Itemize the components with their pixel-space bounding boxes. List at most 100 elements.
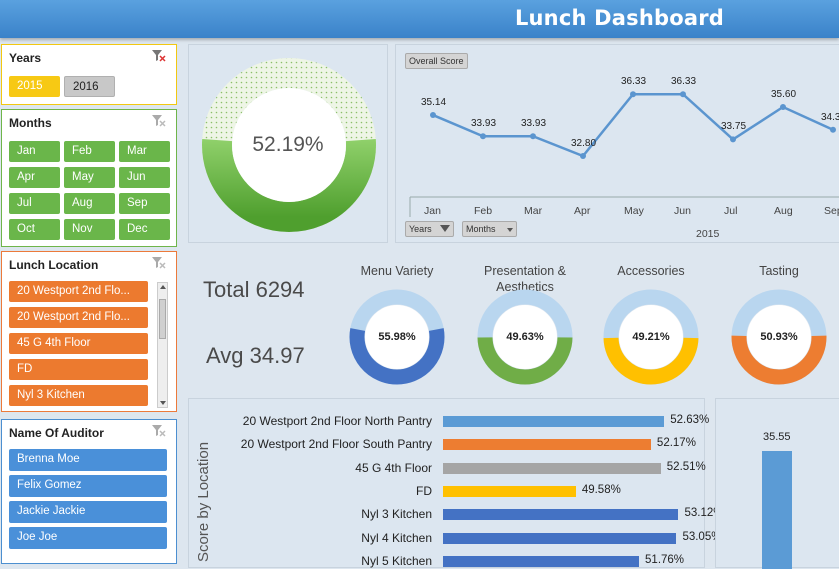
overall-percentage: 52.19% bbox=[252, 133, 324, 156]
months-slicer-header: Months bbox=[2, 110, 176, 134]
dashboard-title: Lunch Dashboard bbox=[514, 6, 724, 30]
month-button-oct[interactable]: Oct bbox=[9, 219, 60, 240]
location-button[interactable]: 20 Westport 2nd Flo... bbox=[9, 281, 148, 302]
line-chart-plot bbox=[409, 91, 839, 217]
category-donut bbox=[603, 289, 699, 385]
clear-filter-icon[interactable] bbox=[152, 50, 166, 62]
clear-filter-icon[interactable] bbox=[152, 115, 166, 127]
data-label: 32.80 bbox=[571, 138, 597, 149]
month-button-aug[interactable]: Aug bbox=[64, 193, 115, 214]
month-button-nov[interactable]: Nov bbox=[64, 219, 115, 240]
data-label: 33.93 bbox=[521, 118, 547, 130]
x-tick-label: Feb bbox=[474, 205, 493, 217]
monthly-score-line-chart: Overall Score Years Months 2015 Jan Feb Ma… bbox=[395, 44, 839, 243]
month-button-jun[interactable]: Jun bbox=[119, 167, 170, 188]
bar-value-label: 53.05% bbox=[682, 530, 722, 543]
data-label: 35.14 bbox=[421, 97, 447, 109]
x-tick-label: Jun bbox=[674, 205, 691, 217]
bar-value-label: 52.17% bbox=[656, 437, 696, 450]
right-bar-value-label: 35.55 bbox=[763, 431, 791, 443]
bar-category-label: Nyl 3 Kitchen bbox=[361, 507, 432, 522]
scroll-up-arrow-icon[interactable] bbox=[160, 285, 166, 289]
bar-category-label: FD bbox=[416, 483, 432, 498]
year-2015-button[interactable]: 2015 bbox=[9, 76, 60, 97]
location-button[interactable]: 20 Westport 2nd Flo... bbox=[9, 307, 148, 328]
line-point bbox=[430, 112, 436, 119]
donut-hole bbox=[232, 88, 346, 202]
bar-value-label: 52.63% bbox=[670, 414, 710, 426]
bar-category-label: Nyl 4 Kitchen bbox=[361, 530, 432, 545]
x-tick-label: Aug bbox=[774, 205, 793, 217]
category-value: 50.93% bbox=[760, 331, 798, 343]
bar-category-label: Nyl 5 Kitchen bbox=[361, 553, 432, 568]
auditor-slicer: Name Of Auditor Brenna Moe Felix Gomez Jac… bbox=[1, 419, 177, 564]
data-label: 35.60 bbox=[771, 89, 797, 100]
month-button-jul[interactable]: Jul bbox=[9, 193, 60, 214]
line-point bbox=[580, 153, 586, 159]
category-value: 49.21% bbox=[632, 331, 670, 343]
bar-value-label: 53.12% bbox=[684, 507, 724, 520]
location-bar bbox=[443, 416, 665, 427]
auditor-button[interactable]: Brenna Moe bbox=[9, 449, 167, 471]
line-point bbox=[630, 91, 636, 98]
auditor-slicer-title: Name Of Auditor bbox=[9, 426, 104, 440]
years-slicer-header: Years bbox=[2, 45, 176, 69]
auditor-button[interactable]: Jackie Jackie bbox=[9, 501, 167, 523]
right-bar bbox=[762, 451, 792, 569]
auditor-slicer-header: Name Of Auditor bbox=[2, 420, 176, 444]
location-bar bbox=[443, 485, 576, 497]
category-label: Menu Variety bbox=[360, 264, 434, 278]
overall-score-field-button[interactable]: Overall Score bbox=[405, 53, 468, 69]
clear-filter-icon[interactable] bbox=[152, 257, 166, 269]
bar-chart-axis-title: Score by Location bbox=[195, 441, 212, 562]
bar-value-label: 49.58% bbox=[581, 483, 621, 496]
months-filter-button[interactable]: Months bbox=[462, 221, 518, 237]
auditor-button[interactable]: Felix Gomez bbox=[9, 475, 167, 497]
category-label: Accessories bbox=[617, 264, 685, 278]
scroll-thumb[interactable] bbox=[159, 299, 166, 339]
bar-category-label: 45 G 4th Floor bbox=[355, 460, 432, 475]
category-donut bbox=[477, 289, 573, 385]
months-slicer-title: Months bbox=[9, 116, 52, 130]
category-value: 49.63% bbox=[506, 331, 544, 343]
overall-donut-chart bbox=[202, 58, 376, 232]
x-tick-label: Mar bbox=[524, 205, 543, 217]
location-button[interactable]: FD bbox=[9, 359, 148, 380]
location-bar bbox=[443, 439, 651, 451]
x-tick-label: Jul bbox=[724, 205, 738, 217]
years-filter-button[interactable]: Years bbox=[405, 221, 455, 237]
donut-score-arc bbox=[603, 337, 699, 385]
donut-hole bbox=[747, 305, 811, 369]
month-button-apr[interactable]: Apr bbox=[9, 167, 60, 188]
location-bar bbox=[443, 462, 661, 474]
months-slicer: Months Jan Feb Mar Apr May Jun Jul Aug Sep Oct Nov… bbox=[1, 109, 177, 247]
location-bar bbox=[443, 555, 640, 567]
location-scrollbar[interactable] bbox=[157, 282, 168, 408]
month-button-mar[interactable]: Mar bbox=[119, 141, 170, 162]
month-button-may[interactable]: May bbox=[64, 167, 115, 188]
category-donut bbox=[349, 289, 445, 385]
donut-score-arc bbox=[731, 335, 827, 385]
category-value: 55.98% bbox=[378, 331, 416, 343]
year-2016-button[interactable]: 2016 bbox=[64, 76, 115, 97]
scroll-down-arrow-icon[interactable] bbox=[160, 401, 166, 405]
data-label: 36.33 bbox=[621, 76, 647, 88]
years-slicer: Years 2015 2016 bbox=[1, 44, 177, 105]
lunch-location-slicer: Lunch Location 20 Westport 2nd Flo... 20 … bbox=[1, 251, 177, 412]
month-button-dec[interactable]: Dec bbox=[119, 219, 170, 240]
x-tick-label: Jan bbox=[424, 205, 441, 217]
right-bar-chart: 35.55 bbox=[715, 398, 839, 569]
month-button-sep[interactable]: Sep bbox=[119, 193, 170, 214]
clear-filter-icon[interactable] bbox=[152, 425, 166, 437]
dashboard-header: Lunch Dashboard bbox=[0, 0, 839, 38]
auditor-button[interactable]: Joe Joe bbox=[9, 527, 167, 549]
location-slicer-title: Lunch Location bbox=[9, 258, 99, 272]
years-slicer-title: Years bbox=[9, 51, 42, 65]
month-button-feb[interactable]: Feb bbox=[64, 141, 115, 162]
x-tick-label: Apr bbox=[574, 205, 591, 217]
location-button[interactable]: Nyl 3 Kitchen bbox=[9, 385, 148, 406]
month-button-jan[interactable]: Jan bbox=[9, 141, 60, 162]
category-label: Tasting bbox=[759, 264, 799, 278]
average-score-kpi: Avg 34.97 bbox=[206, 343, 305, 368]
location-button[interactable]: 45 G 4th Floor bbox=[9, 333, 148, 354]
